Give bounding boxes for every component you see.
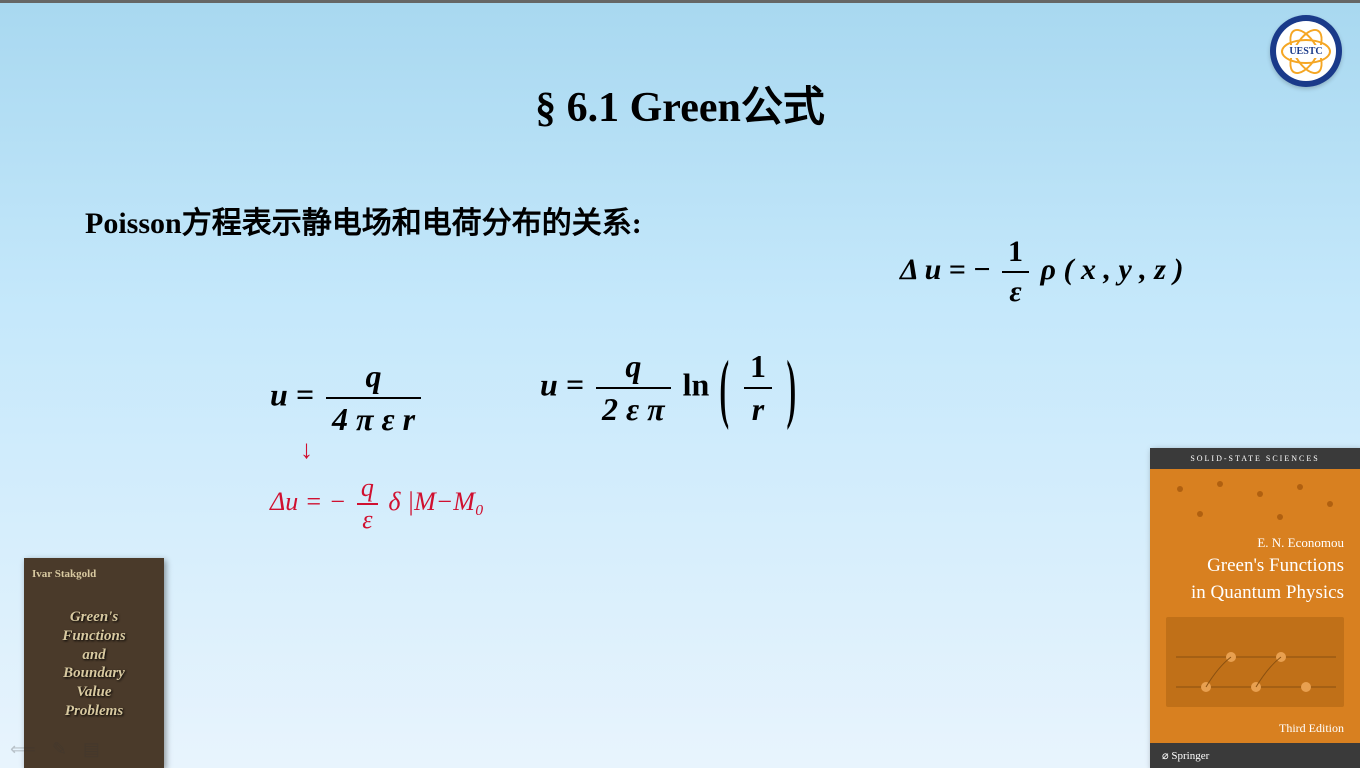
hand-den: ε [357, 505, 378, 535]
poisson-lhs: Δ u [900, 253, 941, 286]
u3d-num: q [326, 358, 421, 399]
equation-u3d: u = q 4 π ε r [270, 358, 425, 438]
book-cover-economou: SOLID-STATE SCIENCES E. N. Economou Gree… [1150, 448, 1360, 768]
slide-title: § 6.1 Green公式 [0, 73, 1360, 134]
poisson-den: ε [1002, 273, 1029, 309]
book-right-author: E. N. Economou [1150, 529, 1360, 553]
pen-icon[interactable]: ✎ [52, 739, 67, 760]
u2d-inner-den: r [744, 389, 772, 428]
hand-arrow: ↓ [300, 435, 313, 465]
book-right-title-2: in Quantum Physics [1150, 580, 1360, 607]
equation-poisson: Δ u = − 1 ε ρ ( x , y , z ) [900, 235, 1183, 309]
book-right-diagram [1166, 617, 1344, 707]
book-right-publisher: ⌀ Springer [1150, 743, 1360, 768]
book-right-title-1: Green's Functions [1150, 553, 1360, 580]
book-left-title: Green's Functions and Boundary Value Pro… [32, 608, 156, 721]
menu-icon[interactable]: ▤ [83, 739, 100, 760]
book-right-series: SOLID-STATE SCIENCES [1150, 448, 1360, 469]
poisson-frac: 1 ε [1002, 235, 1029, 309]
presentation-toolbar: ⟸ ✎ ▤ [10, 739, 100, 760]
poisson-eq: = − [949, 253, 998, 286]
logo-text: UESTC [1287, 45, 1324, 58]
logo-inner: UESTC [1276, 21, 1336, 81]
book-cover-stakgold: Ivar Stakgold Green's Functions and Boun… [24, 558, 164, 768]
hand-lhs: Δu = − [270, 487, 353, 516]
hand-frac: q ε [357, 473, 378, 535]
u3d-frac: q 4 π ε r [326, 358, 421, 438]
back-icon[interactable]: ⟸ [10, 739, 36, 760]
equation-u2d: u = q 2 ε π ln ( 1 r ) [540, 348, 799, 428]
slide-subtitle: Poisson方程表示静电场和电荷分布的关系: [85, 198, 642, 242]
u2d-den: 2 ε π [596, 389, 671, 428]
book-right-edition: Third Edition [1150, 717, 1360, 740]
u3d-lhs: u = [270, 376, 322, 412]
u2d-lhs: u = [540, 366, 592, 402]
u2d-ln: ln [683, 366, 710, 402]
handwritten-equation: Δu = − q ε δ |M−M₀ [270, 473, 484, 535]
poisson-num: 1 [1002, 235, 1029, 273]
u3d-den: 4 π ε r [326, 399, 421, 438]
book-left-author: Ivar Stakgold [32, 568, 156, 580]
hand-tail: δ |M−M₀ [388, 487, 484, 516]
u2d-inner-num: 1 [744, 348, 772, 389]
u2d-num: q [596, 348, 671, 389]
poisson-rhs: ρ ( x , y , z ) [1041, 253, 1184, 286]
hand-num: q [357, 473, 378, 505]
u2d-frac: q 2 ε π [596, 348, 671, 428]
u2d-inner-frac: 1 r [744, 348, 772, 428]
book-right-dots [1150, 469, 1360, 529]
